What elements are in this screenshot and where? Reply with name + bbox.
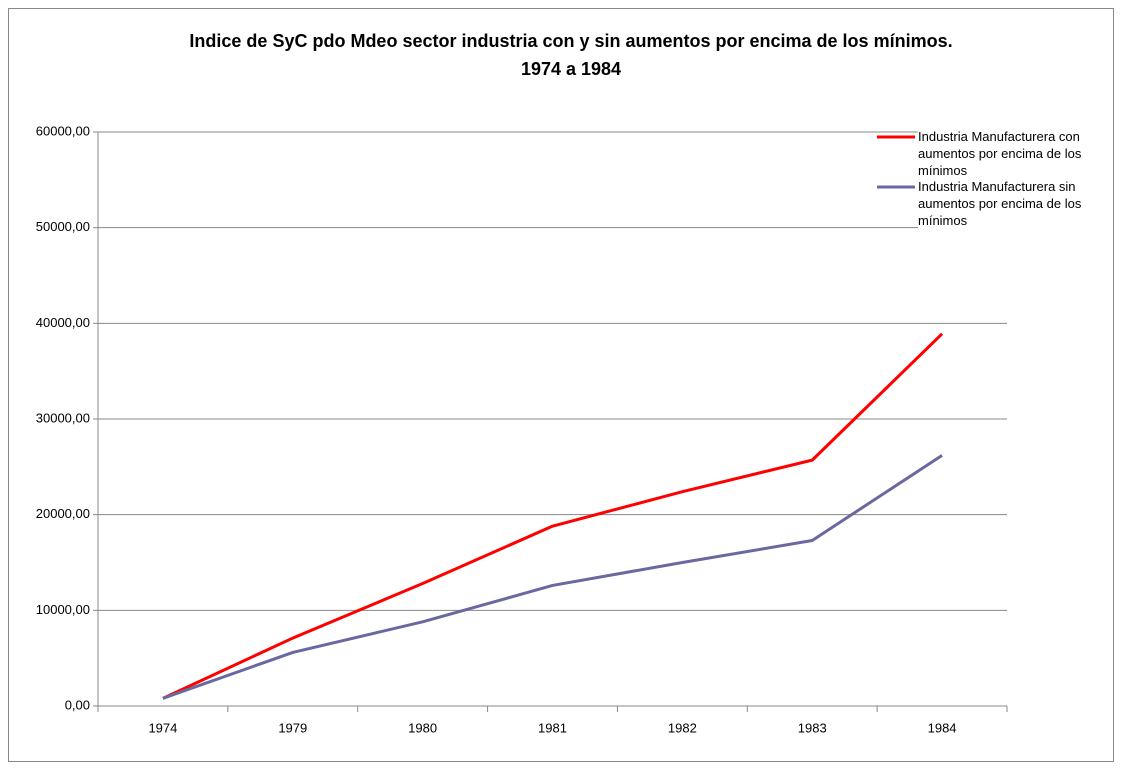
legend-label: Industria Manufacturera con aumentos por… xyxy=(918,128,1113,179)
legend-label: Industria Manufacturera sin aumentos por… xyxy=(918,178,1113,229)
x-tick-label: 1982 xyxy=(668,720,697,735)
y-tick-label: 20000,00 xyxy=(36,506,90,521)
x-tick-label: 1983 xyxy=(798,720,827,735)
chart-frame xyxy=(8,8,1114,762)
x-tick-label: 1984 xyxy=(928,720,957,735)
y-tick-label: 60000,00 xyxy=(36,123,90,138)
x-tick-label: 1981 xyxy=(538,720,567,735)
x-tick-label: 1980 xyxy=(408,720,437,735)
chart-title: Indice de SyC pdo Mdeo sector industria … xyxy=(189,31,952,51)
y-tick-label: 50000,00 xyxy=(36,219,90,234)
y-tick-label: 0,00 xyxy=(65,697,90,712)
line-series xyxy=(162,332,944,700)
line-series xyxy=(162,454,943,700)
x-tick-label: 1979 xyxy=(278,720,307,735)
y-tick-label: 30000,00 xyxy=(36,410,90,425)
y-tick-label: 10000,00 xyxy=(36,602,90,617)
y-tick-label: 40000,00 xyxy=(36,315,90,330)
chart-title: 1974 a 1984 xyxy=(521,59,621,79)
x-tick-label: 1974 xyxy=(148,720,177,735)
